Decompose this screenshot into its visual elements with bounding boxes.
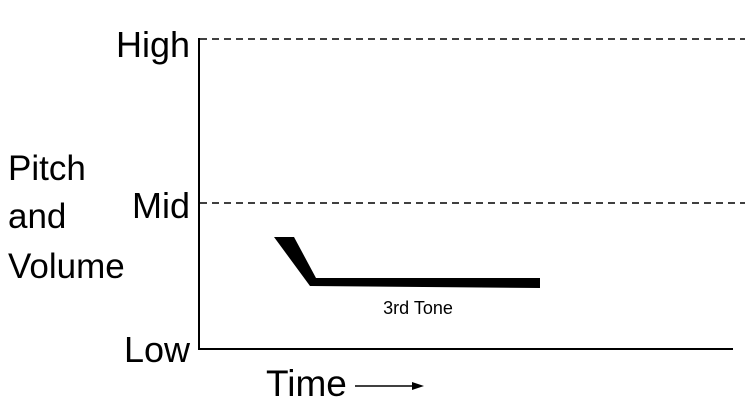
level-label-high: High xyxy=(116,24,190,65)
y-axis-label-line-2: and xyxy=(8,197,66,236)
tone-label: 3rd Tone xyxy=(383,298,453,318)
time-arrow-head-icon xyxy=(412,382,424,390)
y-axis-label-line-3: Volume xyxy=(8,247,125,286)
x-axis-label: Time xyxy=(266,363,347,404)
level-label-mid: Mid xyxy=(132,185,190,226)
level-label-low: Low xyxy=(124,329,191,370)
y-axis-label-line-1: Pitch xyxy=(8,149,86,188)
tone-contour-shape xyxy=(274,237,540,288)
